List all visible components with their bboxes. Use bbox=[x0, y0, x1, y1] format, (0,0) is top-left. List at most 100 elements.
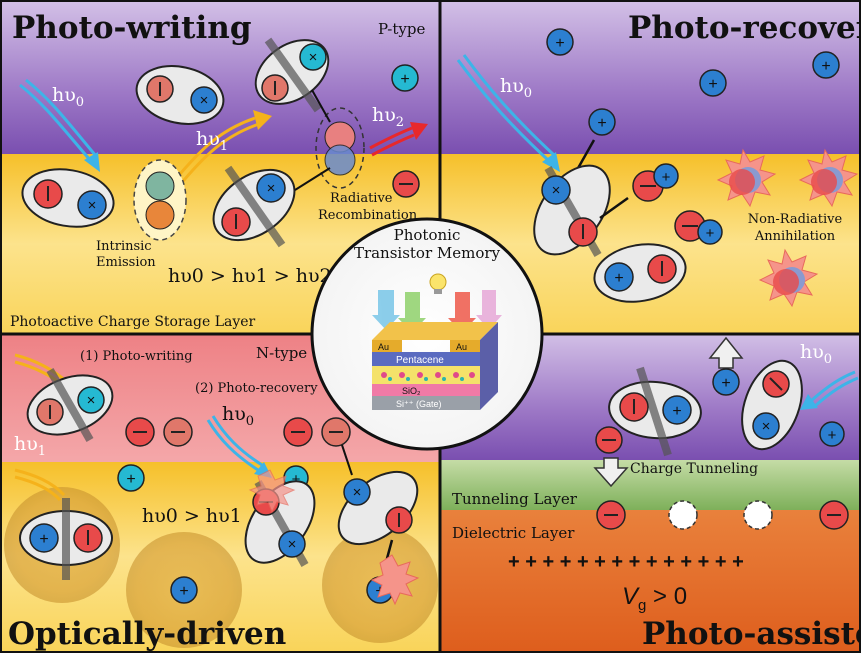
step-photo-writing-label: (1) Photo-writing bbox=[80, 349, 193, 364]
exciton-pair: × bbox=[741, 359, 803, 451]
svg-text:×: × bbox=[87, 392, 96, 409]
intrinsic-emission-pair bbox=[133, 159, 187, 241]
gate-charge-row: + + + + + + + + + + + + + + bbox=[508, 551, 744, 573]
exciton-pair: × bbox=[26, 368, 114, 442]
annihilation-burst bbox=[798, 148, 859, 208]
electron-charge bbox=[595, 426, 623, 454]
photon-hv0-arrow bbox=[456, 54, 560, 172]
radiative-recombination-pair bbox=[315, 107, 365, 189]
svg-text:×: × bbox=[552, 182, 561, 199]
lightbulb-icon bbox=[429, 273, 447, 294]
hole-charge: + bbox=[812, 51, 840, 79]
exciton-pair: × bbox=[21, 168, 115, 228]
intrinsic-emission-label: Intrinsic Emission bbox=[96, 239, 156, 270]
annihilation-burst bbox=[716, 148, 777, 208]
recombination-arrow bbox=[311, 89, 331, 123]
hole-charge: + bbox=[697, 219, 723, 245]
gate-label: Si⁺⁺ (Gate) bbox=[396, 399, 442, 409]
electron-charge bbox=[321, 417, 351, 447]
svg-text:+: + bbox=[672, 403, 681, 420]
svg-text:×: × bbox=[267, 180, 276, 197]
optically-driven-relation: hυ0 > hυ1 bbox=[142, 505, 242, 527]
photon-hv0-arrow bbox=[800, 370, 859, 410]
svg-text:×: × bbox=[288, 536, 297, 553]
hv0-label: hυ0 bbox=[800, 341, 832, 367]
center-device-panel: Photonic Transistor Memory Au Au Pentace… bbox=[310, 217, 544, 451]
electron-charge bbox=[283, 417, 313, 447]
electron-charge bbox=[163, 417, 193, 447]
photon-hv0-arrow bbox=[19, 78, 100, 172]
hole-charge: + bbox=[712, 368, 740, 396]
annihilation-burst bbox=[248, 469, 296, 514]
svg-text:×: × bbox=[200, 92, 209, 109]
photon-hv1-arrow bbox=[173, 110, 272, 187]
hole-charge: + bbox=[699, 69, 727, 97]
electron-charge bbox=[125, 417, 155, 447]
down-arrow bbox=[593, 457, 629, 488]
svg-text:+: + bbox=[39, 531, 48, 548]
exciton-pair: × bbox=[135, 65, 225, 125]
electron-charge bbox=[819, 500, 849, 530]
pentacene-label: Pentacene bbox=[396, 355, 444, 366]
electron-charge bbox=[392, 170, 420, 198]
svg-text:+: + bbox=[721, 375, 730, 392]
svg-text:×: × bbox=[353, 484, 362, 501]
svg-text:×: × bbox=[762, 418, 771, 435]
au-left-label: Au bbox=[378, 342, 389, 352]
non-radiative-label: Non-Radiative Annihilation bbox=[748, 212, 843, 244]
hole-charge: + bbox=[588, 108, 616, 136]
photo-assisted-title: Photo-assisted bbox=[642, 616, 861, 652]
svg-text:×: × bbox=[88, 197, 97, 214]
exciton-pair: + bbox=[608, 366, 702, 457]
hole-charge: + bbox=[170, 576, 198, 604]
up-arrow bbox=[708, 336, 744, 369]
hole-escape-arrow bbox=[575, 139, 596, 171]
tunneling-layer-label: Tunneling Layer bbox=[452, 490, 578, 508]
svg-text:+: + bbox=[828, 427, 837, 444]
hv0-label: hυ0 bbox=[52, 84, 84, 110]
hole-charge: + bbox=[391, 64, 419, 92]
charge-tunneling-label: Charge Tunneling bbox=[630, 461, 758, 477]
exciton-pair: + bbox=[19, 498, 113, 580]
exciton-pair: × bbox=[533, 164, 611, 257]
photo-writing-title: Photo-writing bbox=[12, 10, 252, 46]
svg-text:+: + bbox=[614, 270, 623, 287]
radiative-recombination-label: Radiative Recombination bbox=[318, 191, 418, 223]
n-type-label: N-type bbox=[256, 344, 307, 362]
molecule-row bbox=[381, 372, 475, 381]
hv1-label: hυ1 bbox=[14, 433, 46, 459]
electron-drop-arrow bbox=[341, 444, 353, 476]
electron-charge bbox=[596, 500, 626, 530]
annihilation-burst bbox=[370, 554, 420, 606]
hole-charge: + bbox=[117, 464, 145, 492]
annihilation-burst bbox=[758, 248, 819, 308]
svg-text:+: + bbox=[708, 76, 717, 93]
electron-escape-arrow bbox=[599, 196, 629, 220]
exciton-pair: × bbox=[212, 165, 296, 248]
hv0-label: hυ0 bbox=[500, 75, 532, 101]
hole-charge: + bbox=[819, 421, 845, 447]
au-right-label: Au bbox=[456, 342, 467, 352]
step-photo-recovery-label: (2) Photo-recovery bbox=[195, 381, 318, 396]
optically-driven-title: Optically-driven bbox=[8, 616, 286, 652]
svg-text:+: + bbox=[126, 471, 135, 488]
svg-text:×: × bbox=[309, 49, 318, 66]
hv1-label: hυ1 bbox=[196, 128, 228, 154]
device-stack: Au Au Pentacene SiO₂ Si⁺⁺ (Gate) bbox=[372, 322, 498, 410]
center-title-line2: Transistor Memory bbox=[354, 244, 501, 262]
hole-charge: + bbox=[653, 163, 679, 189]
p-type-label: P-type bbox=[378, 20, 425, 38]
exciton-pair: + bbox=[593, 243, 687, 303]
svg-text:+: + bbox=[555, 35, 564, 52]
photo-recovery-title: Photo-recovery bbox=[628, 10, 861, 46]
svg-text:+: + bbox=[662, 169, 671, 186]
exciton-pair: × bbox=[337, 470, 419, 546]
exciton-pair: × bbox=[254, 37, 330, 113]
svg-text:+: + bbox=[706, 225, 715, 242]
photoactive-layer-label: Photoactive Charge Storage Layer bbox=[10, 314, 256, 330]
svg-text:+: + bbox=[597, 115, 606, 132]
center-title-line1: Photonic bbox=[394, 226, 461, 244]
gate-voltage-label: Vg > 0 bbox=[622, 583, 687, 614]
